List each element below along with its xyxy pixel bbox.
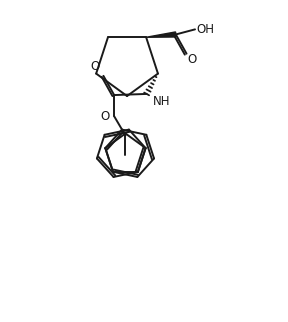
Text: O: O (101, 110, 110, 123)
Polygon shape (146, 32, 176, 37)
Text: OH: OH (196, 23, 214, 36)
Text: NH: NH (153, 95, 170, 108)
Text: O: O (187, 53, 197, 66)
Text: O: O (91, 60, 100, 73)
